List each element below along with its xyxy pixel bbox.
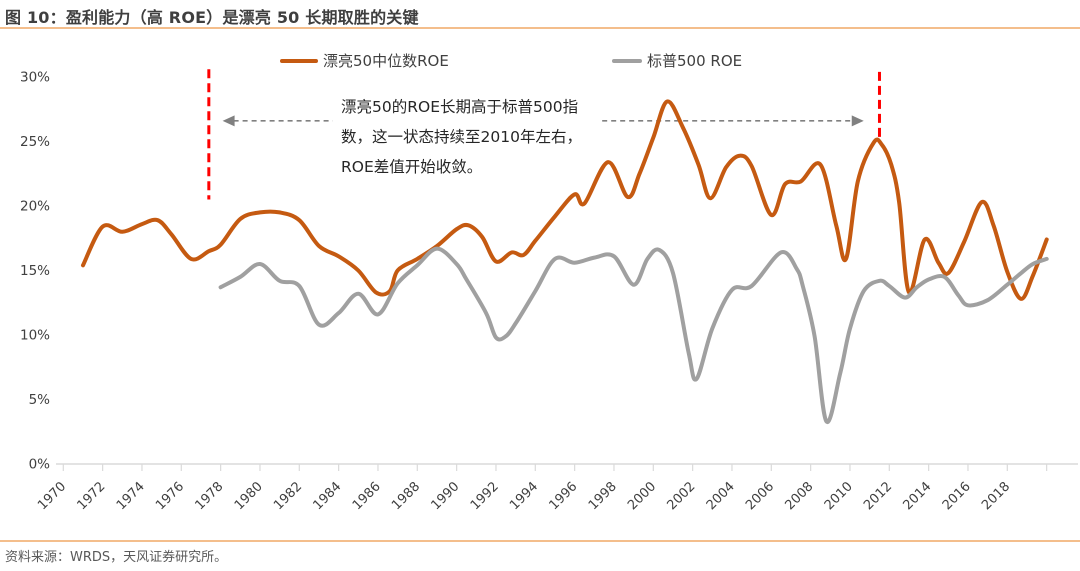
y-tick-label: 15% xyxy=(20,263,50,279)
y-tick-label: 5% xyxy=(29,392,51,408)
x-tick-label: 2010 xyxy=(822,479,856,513)
sp500-roe-line xyxy=(218,246,1049,424)
title-divider-line xyxy=(0,27,1080,29)
span-arrow-right-head xyxy=(851,115,864,127)
sp500-line-swatch xyxy=(612,58,642,63)
annotation-line-1: 漂亮50的ROE长期高于标普500指 xyxy=(341,98,579,116)
x-tick-label: 1992 xyxy=(468,479,502,513)
nifty50-line-swatch xyxy=(280,58,318,63)
x-tick-label: 2004 xyxy=(704,479,738,513)
x-tick-label: 2002 xyxy=(664,479,698,513)
x-tick-label: 2016 xyxy=(940,479,974,513)
chart-annotation-text: 漂亮50的ROE长期高于标普500指 数，这一状态持续至2010年左右， ROE… xyxy=(341,92,621,182)
x-tick-label: 1978 xyxy=(192,479,226,513)
x-tick-label: 1980 xyxy=(232,479,266,513)
span-arrow-left-head xyxy=(222,115,235,127)
x-tick-label: 2012 xyxy=(861,479,895,513)
x-tick-label: 2006 xyxy=(743,479,777,513)
y-tick-label: 20% xyxy=(20,199,50,215)
series-group xyxy=(81,99,1049,424)
annotation-line-2: 数，这一状态持续至2010年左右， xyxy=(341,128,582,146)
x-tick-label: 1976 xyxy=(153,479,187,513)
legend-label-sp500: 标普500 ROE xyxy=(647,52,743,70)
x-tick-label: 2008 xyxy=(782,479,816,513)
x-tick-label: 1998 xyxy=(586,479,620,513)
nifty50-roe-line xyxy=(81,99,1049,301)
legend-item-sp500: 标普500 ROE xyxy=(612,50,742,71)
x-tick-label: 2018 xyxy=(979,479,1013,513)
x-tick-label: 1982 xyxy=(271,479,305,513)
x-tick-label: 1986 xyxy=(350,479,384,513)
y-tick-label: 30% xyxy=(20,70,50,86)
annotation-marks-group xyxy=(207,69,881,200)
x-tick-label: 1972 xyxy=(74,479,108,513)
legend-label-nifty50: 漂亮50中位数ROE xyxy=(323,52,449,70)
x-tick-label: 1974 xyxy=(114,479,148,513)
x-tick-label: 2000 xyxy=(625,479,659,513)
y-tick-label: 0% xyxy=(29,457,51,473)
source-note: 资料来源：WRDS，天风证券研究所。 xyxy=(5,550,228,565)
figure-title: 图 10：盈利能力（高 ROE）是漂亮 50 长期取胜的关键 xyxy=(5,8,419,27)
x-tick-label: 1970 xyxy=(35,479,69,513)
annotation-line-3: ROE差值开始收敛。 xyxy=(341,158,483,176)
x-tick-label: 1988 xyxy=(389,479,423,513)
y-tick-label: 10% xyxy=(20,328,50,344)
legend-item-nifty50: 漂亮50中位数ROE xyxy=(280,50,449,71)
x-tick-label: 1994 xyxy=(507,479,541,513)
footer-divider-line xyxy=(0,540,1080,542)
y-tick-label: 25% xyxy=(20,134,50,150)
x-tick-label: 1990 xyxy=(428,479,462,513)
x-tick-label: 1984 xyxy=(310,479,344,513)
x-tick-label: 1996 xyxy=(546,479,580,513)
x-tick-label: 2014 xyxy=(900,479,934,513)
